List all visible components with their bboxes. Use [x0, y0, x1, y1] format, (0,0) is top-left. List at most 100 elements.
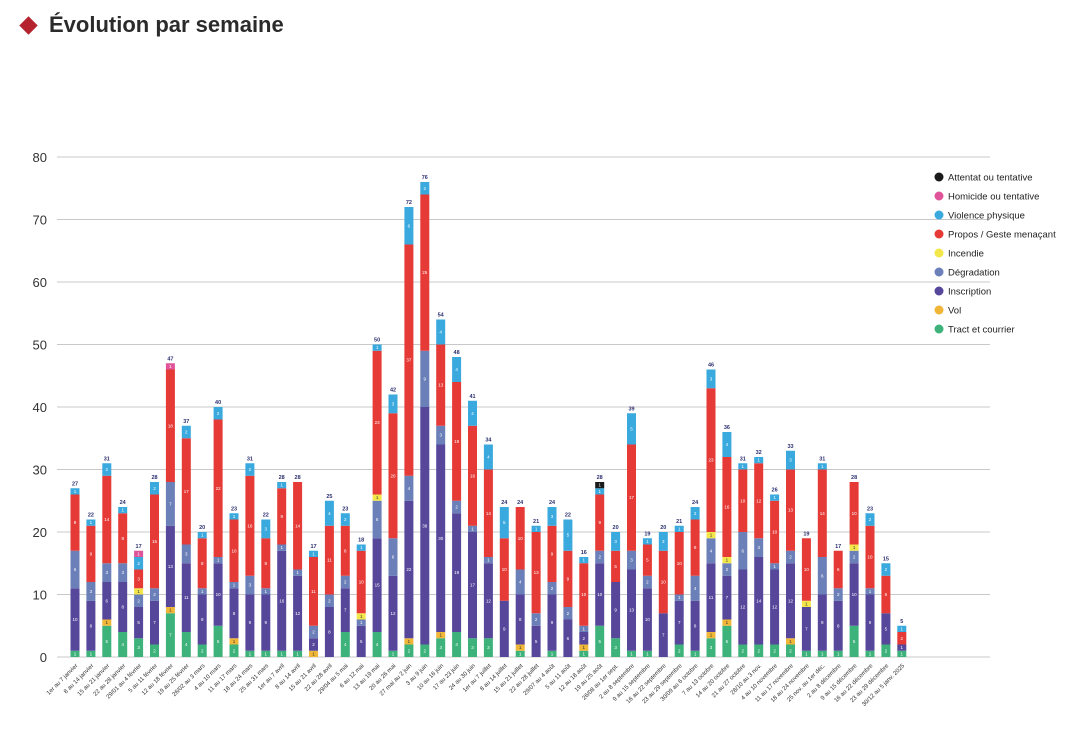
bar-segment: [245, 575, 255, 595]
bar-total-label: 76: [422, 175, 428, 181]
segment-value-label: 5: [646, 558, 649, 563]
bar-stack: 11 8 4 10 24: [515, 500, 525, 657]
bar-stack: 3 12 1 14 4 34: [483, 438, 493, 657]
bar-segment: [118, 563, 128, 582]
segment-value-label: 4: [487, 455, 490, 460]
segment-value-label: 2: [646, 580, 649, 585]
bar-segment: [245, 463, 255, 476]
segment-value-label: 5: [630, 426, 633, 431]
bar-segment: [468, 525, 477, 532]
segment-value-label: 13: [534, 570, 540, 575]
bar-segment: [261, 588, 271, 595]
bar-segment: [833, 650, 843, 657]
segment-value-label: 9: [551, 620, 554, 625]
segment-value-label: 4: [455, 367, 458, 372]
segment-value-label: 13: [788, 508, 794, 513]
bar-segment: [229, 638, 239, 645]
segment-value-label: 12: [486, 598, 492, 603]
segment-value-label: 5: [217, 639, 220, 644]
segment-value-label: 23: [708, 458, 714, 463]
y-tick-label: 20: [33, 525, 47, 540]
segment-value-label: 1: [249, 651, 252, 656]
bar-total-label: 31: [104, 456, 110, 462]
bar-segment: [722, 575, 732, 620]
bar-total-label: 16: [581, 550, 587, 556]
segment-value-label: 3: [90, 589, 93, 594]
segment-value-label: 1: [312, 551, 315, 556]
bar-total-label: 28: [851, 475, 857, 481]
segment-value-label: 4: [121, 642, 124, 647]
bar-stack: 5 1 7 2 1 16 4 36: [722, 425, 732, 657]
segment-value-label: 2: [233, 648, 236, 653]
bar-stack: 6 2 9 5 22: [563, 513, 573, 657]
segment-value-label: 2: [408, 648, 411, 653]
bar-segment: [881, 644, 891, 657]
bar-segment: [118, 582, 128, 632]
bar-segment: [213, 563, 223, 626]
bar-segment: [642, 650, 652, 657]
segment-value-label: 1: [471, 526, 474, 531]
segment-value-label: 9: [74, 520, 77, 525]
segment-value-label: 1: [280, 651, 283, 656]
legend-label: Attentat ou tentative: [948, 173, 1033, 184]
y-tick-label: 60: [33, 275, 47, 290]
segment-value-label: 1: [137, 551, 140, 556]
bar-total-label: 24: [517, 500, 524, 506]
bar-segment: [70, 488, 80, 495]
segment-value-label: 20: [390, 473, 396, 478]
bar-segment: [786, 469, 795, 551]
bar-segment: [309, 550, 318, 557]
bar-segment: [181, 544, 191, 564]
segment-value-label: 1: [821, 464, 824, 469]
segment-value-label: 4: [519, 580, 522, 585]
segment-value-label: 5: [853, 639, 856, 644]
bar-segment: [277, 488, 287, 545]
bar-segment: [483, 638, 493, 657]
bar-total-label: 17: [136, 544, 142, 550]
bar-segment: [404, 207, 414, 245]
segment-value-label: 2: [217, 411, 220, 416]
bar-total-label: 5: [900, 619, 903, 625]
bar-segment: [515, 650, 525, 657]
y-tick-label: 40: [33, 400, 47, 415]
bar-stack: 5 10 2 9 11 28: [595, 475, 605, 657]
segment-value-label: 8: [328, 630, 331, 635]
bar-segment: [611, 550, 621, 582]
segment-value-label: 2: [773, 648, 776, 653]
bar-segment: [817, 557, 827, 595]
segment-value-label: 4: [408, 486, 411, 491]
bar-total-label: 21: [533, 519, 539, 525]
bar-segment: [722, 432, 732, 457]
bar-segment: [452, 382, 462, 501]
bar-segment: [547, 594, 557, 651]
segment-value-label: 1: [265, 589, 268, 594]
bar-segment: [150, 588, 159, 601]
segment-value-label: 3: [137, 645, 140, 650]
segment-value-label: 1: [710, 633, 713, 638]
segment-value-label: 9: [249, 620, 252, 625]
segment-value-label: 2: [424, 648, 427, 653]
bar-stack: 1 9 1 10 2 23: [865, 506, 875, 657]
bar-segment: [658, 613, 668, 657]
segment-value-label: 9: [598, 520, 601, 525]
bar-segment: [547, 507, 557, 526]
bar-segment: [627, 569, 636, 651]
bar-stack: 2 12 6 10 1 31: [738, 456, 748, 657]
segment-value-label: 5: [885, 626, 888, 631]
segment-value-label: 25: [422, 270, 428, 275]
segment-value-label: 3: [630, 558, 633, 563]
bar-segment: [865, 525, 875, 589]
bar-total-label: 23: [342, 506, 348, 512]
bar-segment: [595, 482, 605, 489]
bar-segment: [102, 619, 112, 626]
bar-segment: [229, 588, 239, 639]
segment-value-label: 5: [137, 620, 140, 625]
bar-segment: [865, 594, 875, 651]
bar-segment: [181, 425, 191, 439]
segment-value-label: 1: [233, 514, 236, 519]
segment-value-label: 10: [852, 511, 858, 516]
